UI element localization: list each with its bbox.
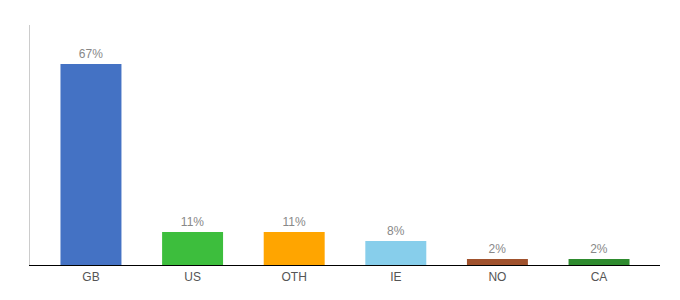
svg-text:IE: IE: [390, 270, 401, 284]
svg-text:8%: 8%: [387, 224, 405, 238]
svg-text:67%: 67%: [79, 47, 103, 61]
svg-text:US: US: [184, 270, 201, 284]
svg-text:GB: GB: [82, 270, 99, 284]
svg-text:NO: NO: [488, 270, 506, 284]
svg-text:2%: 2%: [489, 242, 507, 256]
svg-text:CA: CA: [591, 270, 608, 284]
svg-text:OTH: OTH: [282, 270, 307, 284]
svg-text:11%: 11%: [282, 215, 305, 229]
svg-text:11%: 11%: [181, 215, 204, 229]
svg-text:2%: 2%: [590, 242, 608, 256]
